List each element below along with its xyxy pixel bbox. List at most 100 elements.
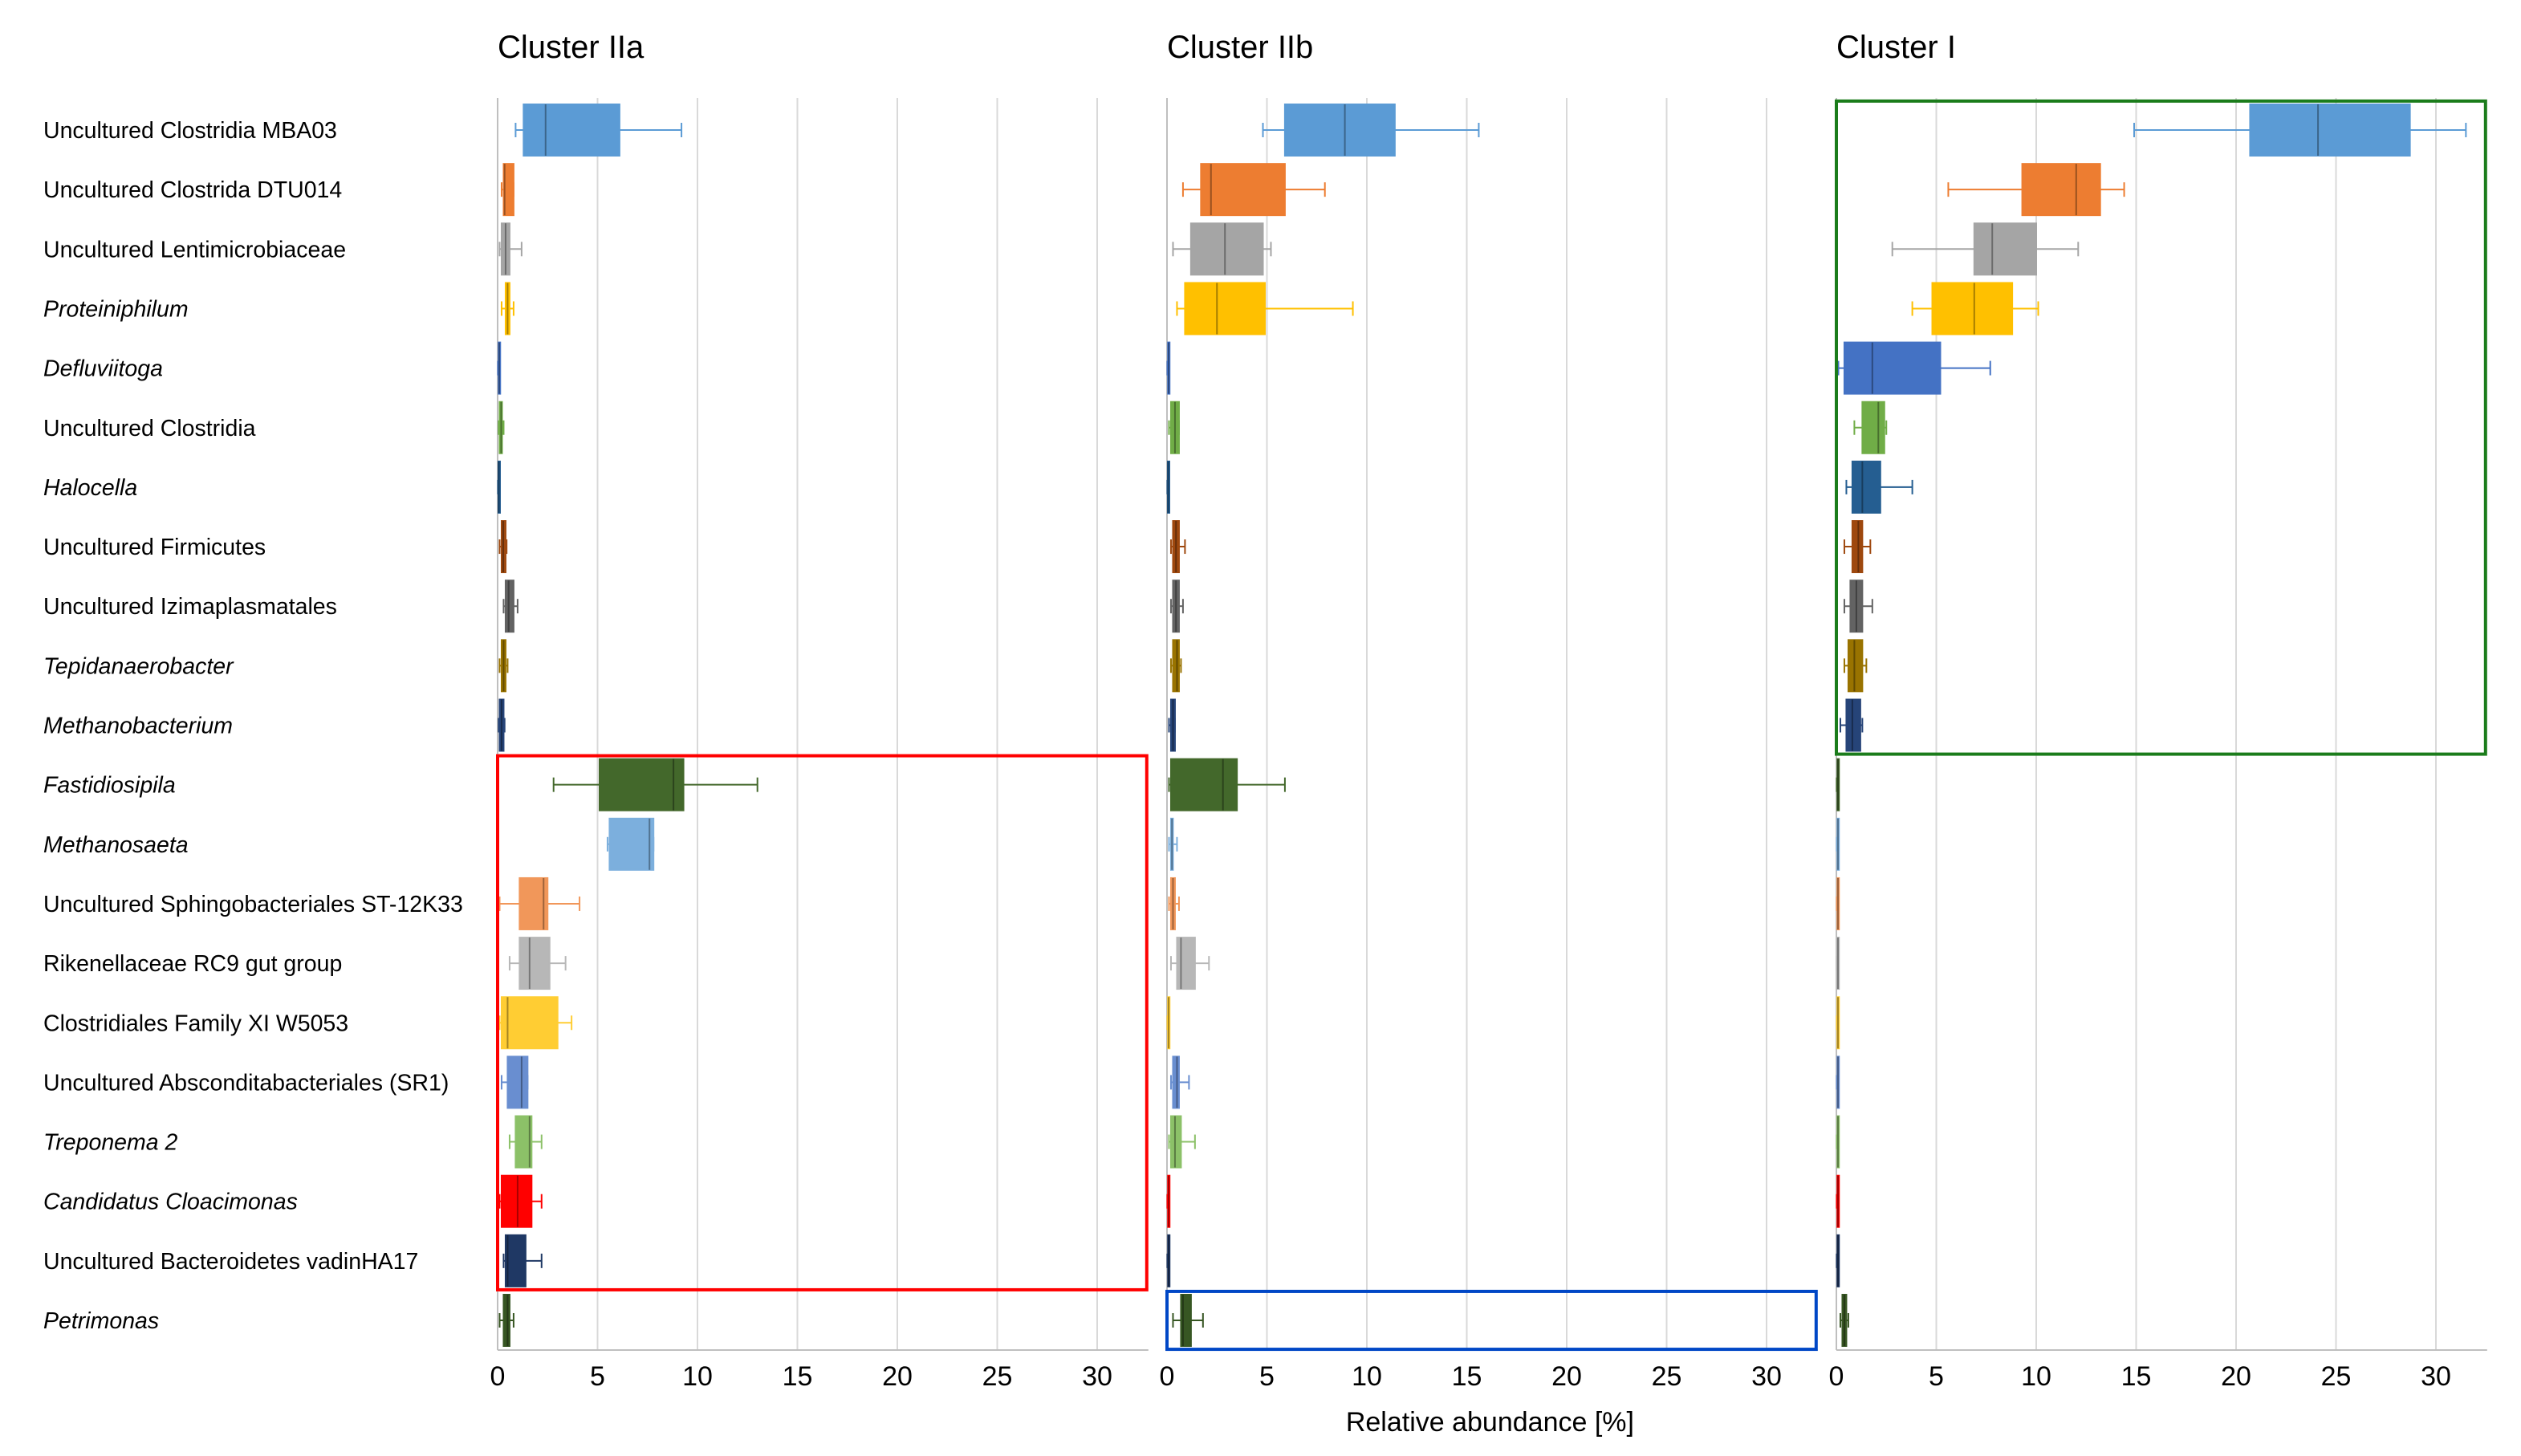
highlight-box (1165, 1289, 1818, 1352)
box-19 (498, 1174, 543, 1228)
box-18 (1168, 1115, 1196, 1169)
category-label: Uncultured Sphingobacteriales ST-12K33 (43, 892, 463, 917)
iqr-box (1172, 520, 1180, 574)
iqr-box (502, 163, 514, 217)
x-tick-label: 5 (1929, 1361, 1944, 1392)
iqr-box (1836, 1174, 1840, 1228)
box-2 (1947, 163, 2125, 217)
iqr-box (1851, 460, 1881, 514)
iqr-box (1849, 580, 1864, 633)
iqr-box (2021, 163, 2101, 217)
iqr-box (1172, 580, 1180, 633)
box-3 (498, 222, 522, 276)
box-15 (508, 937, 567, 990)
box-18 (508, 1115, 543, 1169)
iqr-box (1167, 996, 1171, 1050)
box-6 (498, 401, 505, 454)
box-21 (1839, 1294, 1849, 1347)
box-11 (1839, 698, 1864, 752)
box-2 (1181, 163, 1326, 217)
box-8 (1169, 520, 1186, 574)
x-tick-label: 10 (682, 1361, 713, 1392)
category-label: Uncultured Clostridia MBA03 (43, 118, 337, 144)
x-tick-label: 20 (2221, 1361, 2251, 1392)
iqr-box (1283, 104, 1396, 157)
x-tick-label: 5 (590, 1361, 605, 1392)
iqr-box (500, 222, 510, 276)
box-2 (500, 163, 514, 217)
iqr-box (1172, 639, 1180, 693)
box-8 (498, 520, 508, 574)
box-16 (1836, 996, 1840, 1050)
iqr-box (1169, 401, 1180, 454)
box-8 (1843, 520, 1872, 574)
category-label: Uncultured Izimaplasmatales (43, 594, 337, 620)
x-tick-label: 15 (2121, 1361, 2152, 1392)
box-9 (1169, 580, 1184, 633)
box-17 (500, 1055, 529, 1109)
panel-title: Cluster IIa (498, 30, 644, 65)
category-label: Methanobacterium (43, 714, 233, 739)
category-label: Halocella (43, 475, 137, 501)
box-6 (1853, 401, 1888, 454)
iqr-box (1836, 1055, 1840, 1109)
iqr-box (1169, 698, 1176, 752)
x-tick-label: 25 (982, 1361, 1013, 1392)
box-1 (2133, 104, 2467, 157)
box-12 (552, 758, 758, 811)
iqr-box (1973, 222, 2038, 276)
box-21 (1172, 1294, 1204, 1347)
iqr-box (1845, 698, 1861, 752)
iqr-box (1166, 460, 1170, 514)
iqr-box (1184, 282, 1267, 336)
box-14 (1168, 876, 1180, 930)
iqr-box (504, 282, 510, 336)
box-13 (1168, 817, 1178, 871)
x-tick-label: 25 (1652, 1361, 1682, 1392)
category-label: Tepidanaerobacter (43, 653, 234, 679)
box-4 (1176, 282, 1354, 336)
box-16 (498, 996, 573, 1050)
box-14 (1836, 876, 1840, 930)
box-10 (498, 639, 509, 693)
iqr-box (1836, 876, 1840, 930)
box-17 (1836, 1055, 1840, 1109)
iqr-box (1841, 1294, 1848, 1347)
category-label: Treponema 2 (43, 1130, 178, 1156)
x-tick-label: 15 (1452, 1361, 1482, 1392)
iqr-box (522, 104, 620, 157)
box-7 (497, 460, 501, 514)
iqr-box (500, 996, 559, 1050)
iqr-box (502, 1294, 510, 1347)
x-tick-label: 0 (1160, 1361, 1175, 1392)
iqr-box (1172, 1055, 1180, 1109)
category-label: Candidatus Cloacimonas (43, 1190, 298, 1215)
iqr-box (1167, 1174, 1171, 1228)
box-5 (497, 341, 502, 395)
box-21 (498, 1294, 514, 1347)
x-tick-label: 15 (783, 1361, 813, 1392)
iqr-box (1836, 1234, 1840, 1287)
category-label: Uncultured Absconditabacteriales (SR1) (43, 1070, 449, 1096)
iqr-box (1836, 996, 1840, 1050)
x-tick-label: 25 (2321, 1361, 2352, 1392)
category-label: Methanosaeta (43, 832, 189, 858)
category-label: Petrimonas (43, 1308, 159, 1334)
iqr-box (500, 520, 506, 574)
x-tick-label: 30 (1082, 1361, 1112, 1392)
highlight-box (496, 754, 1149, 1291)
box-13 (1836, 817, 1840, 871)
box-15 (1836, 937, 1840, 990)
box-20 (1166, 1234, 1171, 1287)
panel-3: Cluster I 0 5 10 15 20 25 30 (1829, 30, 2487, 1392)
x-tick-label: 20 (1551, 1361, 1582, 1392)
x-tick-label: 5 (1259, 1361, 1275, 1392)
x-tick-label: 0 (490, 1361, 506, 1392)
iqr-box (500, 1174, 533, 1228)
iqr-box (504, 1234, 527, 1287)
iqr-box (1167, 1234, 1171, 1287)
box-9 (502, 580, 518, 633)
x-tick-label: 10 (2021, 1361, 2051, 1392)
iqr-box (518, 876, 549, 930)
iqr-box (1836, 817, 1840, 871)
